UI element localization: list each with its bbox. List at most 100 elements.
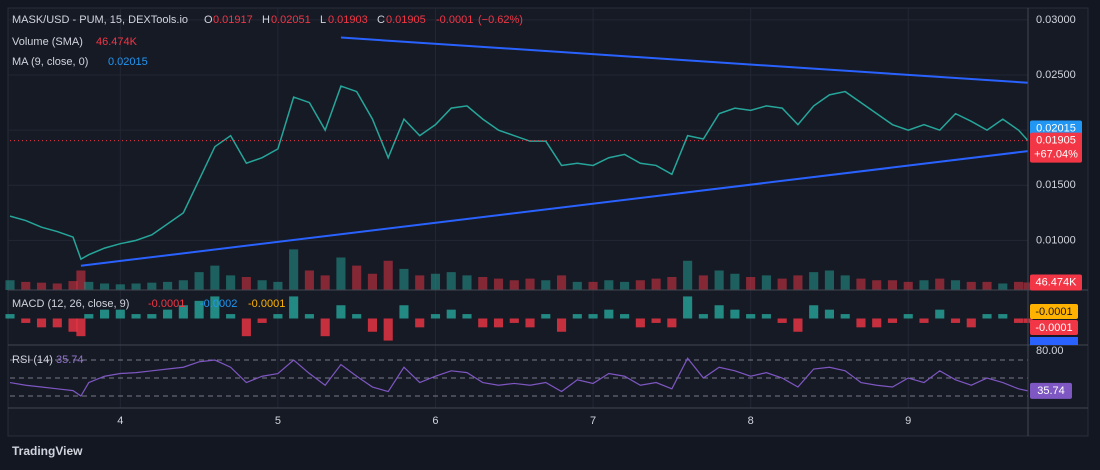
legend-value: (−0.62%): [478, 14, 523, 26]
macd-bar: [541, 314, 551, 319]
macd-bar: [761, 314, 771, 319]
macd-bar: [887, 318, 898, 323]
volume-bar: [683, 260, 693, 290]
rsi-line: [9, 357, 1029, 397]
x-tick-label: 9: [905, 415, 911, 427]
volume-bar: [572, 281, 582, 290]
legend-key: O: [204, 14, 213, 26]
volume-bar: [793, 275, 803, 290]
volume-bar: [352, 265, 362, 290]
macd-bar: [478, 318, 488, 328]
volume-bar: [52, 283, 62, 290]
legend-value: 35.74: [56, 354, 84, 366]
macd-bar: [509, 318, 519, 323]
legend-key: Volume (SMA): [12, 36, 83, 48]
volume-bar: [635, 280, 645, 290]
legend-value: 0.02051: [271, 14, 311, 26]
volume-bar: [273, 281, 283, 290]
volume-bar: [5, 280, 15, 290]
legend-value: -0.0002: [200, 298, 237, 310]
volume-bar: [1013, 281, 1024, 290]
price-tag: [1030, 337, 1078, 345]
macd-bar: [99, 309, 110, 319]
macd-bar: [809, 305, 819, 319]
macd-bar: [746, 314, 756, 319]
volume-bar: [525, 278, 535, 290]
x-tick-label: 8: [748, 415, 754, 427]
volume-bar: [194, 272, 204, 290]
y-tick-label: 0.02500: [1036, 69, 1076, 81]
macd-bar: [935, 309, 945, 319]
legend-key: H: [262, 14, 270, 26]
volume-bar: [698, 275, 708, 290]
macd-bar: [430, 314, 441, 319]
macd-bar: [383, 318, 393, 341]
y-tick-label: 0.03000: [1036, 14, 1076, 26]
macd-bar: [163, 309, 173, 319]
price-tag: [1030, 120, 1082, 137]
volume-bar: [950, 280, 961, 290]
macd-bar: [556, 318, 567, 332]
volume-bar: [336, 257, 346, 290]
x-tick-label: 4: [117, 415, 123, 427]
volume-bar: [367, 273, 378, 290]
volume-bar: [257, 280, 267, 290]
macd-bar: [998, 314, 1008, 319]
macd-bar: [698, 314, 708, 319]
macd-bar: [115, 309, 125, 319]
macd-bar: [793, 318, 803, 332]
volume-bar: [887, 280, 898, 290]
volume-bar: [746, 277, 756, 290]
volume-bar: [556, 275, 567, 290]
macd-bar: [982, 314, 992, 319]
volume-bar: [903, 281, 913, 290]
volume-bar: [620, 281, 630, 290]
macd-bar: [226, 314, 236, 319]
macd-bar: [68, 318, 78, 332]
volume-bar: [147, 282, 157, 290]
volume-bar: [99, 283, 110, 290]
volume-bar: [998, 283, 1008, 290]
macd-bar: [604, 309, 614, 319]
legend-value: -0.0001: [148, 298, 185, 310]
macd-bar: [367, 318, 378, 332]
volume-bar: [178, 280, 188, 290]
volume-bar: [115, 284, 125, 290]
volume-bar: [761, 275, 771, 290]
volume-bar: [777, 278, 787, 290]
volume-bar: [935, 278, 945, 290]
volume-bar: [289, 249, 299, 290]
legend-key: MACD (12, 26, close, 9): [12, 298, 129, 310]
x-tick-label: 6: [432, 415, 438, 427]
x-tick-label: 5: [275, 415, 281, 427]
macd-bar: [131, 314, 141, 319]
macd-bar: [84, 314, 94, 319]
legend-key: RSI (14): [12, 354, 53, 366]
macd-bar: [872, 318, 882, 328]
volume-bar: [415, 275, 425, 290]
macd-bar: [210, 296, 220, 319]
volume-bar: [714, 270, 724, 290]
macd-bar: [903, 314, 913, 319]
volume-bar: [21, 281, 31, 290]
macd-bar: [415, 318, 425, 328]
macd-bar: [777, 318, 787, 323]
price-tag-text: 46.474K: [1036, 276, 1078, 288]
macd-bar: [36, 318, 47, 328]
macd-bar: [289, 296, 299, 319]
volume-bar: [541, 280, 551, 290]
macd-bar: [399, 305, 409, 319]
volume-bar: [446, 272, 456, 290]
macd-bar: [620, 314, 630, 319]
macd-bar: [667, 318, 677, 328]
legend-value: -0.0001: [436, 14, 473, 26]
plot: [5, 8, 1033, 408]
macd-bar: [824, 309, 835, 319]
macd-bar: [52, 318, 62, 328]
macd-bar: [493, 318, 504, 328]
macd-bar: [304, 314, 314, 319]
macd-bar: [194, 300, 204, 319]
macd-bar: [1013, 318, 1024, 323]
volume-bar: [462, 275, 472, 290]
